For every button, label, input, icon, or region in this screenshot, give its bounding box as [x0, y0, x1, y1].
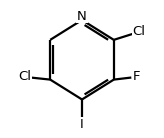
- Text: N: N: [77, 10, 87, 22]
- Text: F: F: [133, 70, 140, 83]
- Text: Cl: Cl: [19, 70, 31, 83]
- Text: Cl: Cl: [133, 25, 145, 38]
- Text: I: I: [80, 118, 84, 131]
